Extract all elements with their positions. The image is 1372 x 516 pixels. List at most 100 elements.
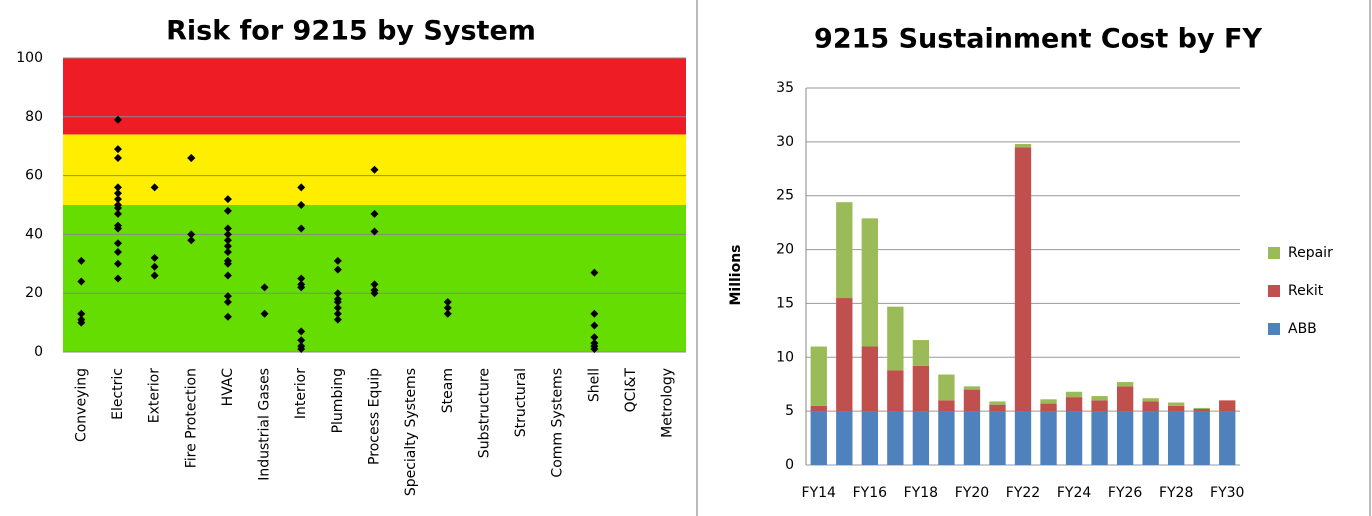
legend-label: ABB <box>1288 321 1317 337</box>
data-point <box>333 265 342 274</box>
legend-label: Rekit <box>1288 283 1324 299</box>
x-tick-label: Conveying <box>73 368 89 442</box>
bar-segment <box>1065 411 1083 465</box>
risk-band <box>63 58 686 135</box>
bar-segment <box>1219 411 1236 465</box>
data-point <box>77 277 86 286</box>
data-point <box>113 183 122 192</box>
data-point <box>333 256 342 265</box>
x-tick-label: FY26 <box>1108 485 1143 501</box>
data-point <box>297 224 306 233</box>
bar-segment <box>989 401 1006 405</box>
data-point <box>113 209 122 218</box>
x-tick-label: Process Equip <box>367 368 383 465</box>
bar-segment <box>938 411 955 465</box>
y-tick-label: 25 <box>776 188 794 204</box>
bar-segment <box>1193 408 1210 412</box>
y-axis-label: Millions <box>728 244 744 305</box>
bar-segment <box>1193 411 1210 465</box>
data-point <box>150 183 159 192</box>
data-point <box>333 289 342 298</box>
data-point <box>187 230 196 239</box>
data-point <box>590 321 599 330</box>
data-point <box>187 236 196 245</box>
data-point <box>297 201 306 209</box>
bar-segment <box>1040 399 1057 404</box>
x-tick-label: Electric <box>110 368 126 420</box>
bar-segment <box>887 306 904 371</box>
y-tick-label: 20 <box>776 242 794 258</box>
data-point <box>443 309 452 318</box>
data-point <box>223 230 232 239</box>
x-tick-label: FY18 <box>904 485 938 501</box>
data-point <box>223 298 232 307</box>
data-point <box>297 274 306 283</box>
bar-segment <box>1014 147 1032 412</box>
x-tick-label: Shell <box>586 368 602 402</box>
bar-segment <box>1014 411 1032 465</box>
data-point <box>113 274 122 283</box>
bar-segment <box>810 405 827 412</box>
y-tick-label: 40 <box>25 226 43 242</box>
bar-segment <box>810 346 827 406</box>
data-point <box>113 115 122 124</box>
bar-segment <box>1116 411 1134 465</box>
data-point <box>113 203 122 212</box>
data-point <box>590 268 599 277</box>
data-point <box>297 283 306 292</box>
bar-segment <box>1065 391 1083 398</box>
y-tick-label: 80 <box>25 109 43 125</box>
legend-swatch <box>1268 285 1280 297</box>
risk-band <box>63 205 686 352</box>
legend-swatch <box>1268 247 1280 259</box>
bar-segment <box>861 411 878 465</box>
bar-segment <box>1091 411 1108 465</box>
x-tick-label: HVAC <box>220 368 236 407</box>
y-tick-label: 100 <box>16 50 43 66</box>
data-point <box>260 309 269 318</box>
data-point <box>333 309 342 318</box>
x-tick-label: Plumbing <box>330 368 346 433</box>
bar-segment <box>1040 411 1057 465</box>
data-point <box>297 183 306 192</box>
y-tick-label: 15 <box>776 295 794 311</box>
y-tick-label: 60 <box>25 168 43 184</box>
bar-segment <box>963 389 981 412</box>
x-tick-label: FY16 <box>853 485 888 501</box>
bar-segment <box>1116 382 1134 387</box>
data-point <box>370 227 379 236</box>
data-point <box>113 195 122 204</box>
data-point <box>590 309 599 318</box>
bar-segment <box>1091 400 1108 412</box>
x-tick-label: Specialty Systems <box>403 368 419 496</box>
data-point <box>113 248 122 257</box>
data-point <box>370 280 379 289</box>
y-tick-label: 0 <box>785 457 794 473</box>
data-point <box>113 189 122 198</box>
bar-segment <box>938 400 955 412</box>
data-point <box>77 318 86 327</box>
bar-segment <box>1065 397 1083 412</box>
data-point <box>333 315 342 324</box>
data-point <box>150 262 159 271</box>
x-tick-label: FY20 <box>955 485 989 501</box>
x-tick-label: Exterior <box>147 368 163 423</box>
y-tick-label: 30 <box>776 134 794 150</box>
x-tick-label: Industrial Gases <box>257 368 273 481</box>
x-tick-label: FY14 <box>802 485 837 501</box>
bar-segment <box>989 411 1006 465</box>
x-tick-label: FY30 <box>1210 485 1244 501</box>
bar-segment <box>1193 407 1210 409</box>
bar-segment <box>912 340 930 366</box>
data-point <box>77 256 86 265</box>
bar-segment <box>989 404 1006 412</box>
bar-segment <box>1168 402 1185 406</box>
x-tick-label: FY28 <box>1159 485 1193 501</box>
bar-segment <box>912 365 930 412</box>
bar-segment <box>1014 144 1032 148</box>
bar-segment <box>938 374 955 401</box>
bar-segment <box>887 411 904 465</box>
bar-segment <box>836 298 853 412</box>
y-tick-label: 35 <box>776 80 794 96</box>
